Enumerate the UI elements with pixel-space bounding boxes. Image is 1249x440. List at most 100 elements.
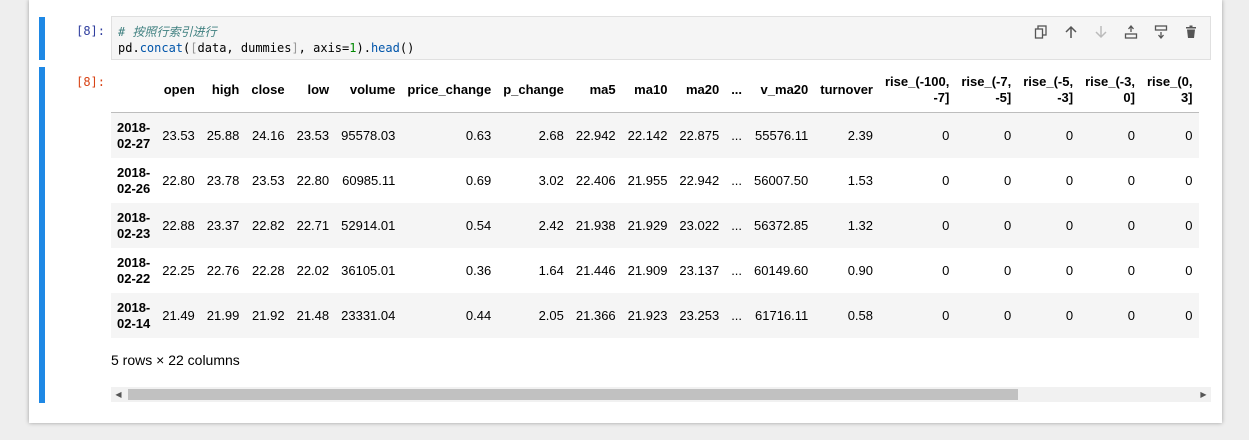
table-cell: 0 xyxy=(1003,218,1012,233)
table-cell: 0 xyxy=(1003,308,1012,323)
table-cell: 22.942 xyxy=(575,128,616,143)
table-cell: 55576.11 xyxy=(755,128,809,143)
table-cell: 21.48 xyxy=(296,308,330,323)
column-header: p_change xyxy=(497,67,570,113)
table-cell: 56007.50 xyxy=(754,173,809,188)
row-index: 2018- 02-23 xyxy=(117,209,151,241)
table-cell: 0 xyxy=(1185,263,1193,278)
table-cell: 56372.85 xyxy=(754,218,809,233)
output-prompt: [8]: xyxy=(76,75,105,89)
column-header: close xyxy=(245,67,291,113)
table-cell: 21.92 xyxy=(252,308,285,323)
table-cell: 22.142 xyxy=(627,128,668,143)
arrow-up-icon[interactable] xyxy=(1056,22,1086,42)
table-cell: 0 xyxy=(1127,218,1135,233)
dataframe-table: open high close low volume price_change p_chan… xyxy=(111,67,1199,338)
table-row: 2018- 02-22 22.25 22.76 22.28 22.02 36105.01 0… xyxy=(111,248,1199,293)
input-prompt: [8]: xyxy=(76,24,105,38)
table-cell: 21.923 xyxy=(627,308,668,323)
code-line: pd.concat([data, dummies], axis=1).head(… xyxy=(118,41,415,55)
table-cell: 23.53 xyxy=(296,128,330,143)
table-cell: 23.53 xyxy=(252,173,285,188)
table-cell: 22.406 xyxy=(575,173,616,188)
column-header: price_change xyxy=(401,67,498,113)
column-header: high xyxy=(200,67,246,113)
table-cell: ... xyxy=(731,263,743,278)
table-cell: 0 xyxy=(1065,263,1074,278)
table-cell: 21.955 xyxy=(627,173,668,188)
cell-selection-bar[interactable] xyxy=(39,17,45,60)
copy-icon[interactable] xyxy=(1026,22,1056,42)
dataframe-output: open high close low volume price_change p_chan… xyxy=(111,67,1211,357)
table-cell: 0 xyxy=(1065,218,1074,233)
row-index: 2018- 02-22 xyxy=(117,254,151,286)
column-header: ma10 xyxy=(621,67,674,113)
table-cell: 61716.11 xyxy=(755,308,809,323)
table-cell: 36105.01 xyxy=(341,263,396,278)
scroll-right-icon[interactable]: ▶ xyxy=(1200,390,1207,399)
insert-below-icon[interactable] xyxy=(1146,22,1176,42)
column-header: ... xyxy=(725,67,749,113)
table-cell: 21.909 xyxy=(627,263,668,278)
table-cell: ... xyxy=(731,128,743,143)
column-header: low xyxy=(290,67,336,113)
table-cell: 21.366 xyxy=(575,308,616,323)
output-selection-bar[interactable] xyxy=(39,67,45,403)
table-cell: 22.875 xyxy=(679,128,720,143)
table-cell: 23.022 xyxy=(679,218,720,233)
column-header: rise_(-7, -5] xyxy=(955,67,1018,113)
table-cell: 0 xyxy=(942,308,950,323)
table-cell: 0.36 xyxy=(465,263,492,278)
scrollbar-thumb[interactable] xyxy=(128,389,1018,400)
table-row: 2018- 02-14 21.49 21.99 21.92 21.48 23331.04 0… xyxy=(111,293,1199,338)
table-cell: 0 xyxy=(1127,308,1135,323)
table-summary: 5 rows × 22 columns xyxy=(111,352,240,368)
index-header xyxy=(111,67,157,113)
column-header: rise_(-100, -7] xyxy=(879,67,956,113)
table-cell: 0.69 xyxy=(465,173,492,188)
table-cell: ... xyxy=(731,308,743,323)
insert-above-icon[interactable] xyxy=(1116,22,1146,42)
table-cell: 23.37 xyxy=(206,218,240,233)
delete-icon[interactable] xyxy=(1176,22,1206,42)
horizontal-scrollbar[interactable]: ◀ ▶ xyxy=(111,387,1211,402)
row-index: 2018- 02-26 xyxy=(117,164,151,196)
table-cell: 0.44 xyxy=(465,308,492,323)
arrow-down-icon[interactable] xyxy=(1086,22,1116,42)
table-cell: 22.88 xyxy=(162,218,195,233)
table-cell: ... xyxy=(731,173,743,188)
table-cell: 0 xyxy=(1185,218,1193,233)
table-row: 2018- 02-27 23.53 25.88 24.16 23.53 95578.03 0… xyxy=(111,112,1199,158)
table-cell: 25.88 xyxy=(206,128,240,143)
table-cell: 0 xyxy=(942,218,950,233)
code-editor[interactable]: # 按照行索引进行 pd.concat([data, dummies], axi… xyxy=(111,16,1211,60)
table-cell: 23.137 xyxy=(679,263,720,278)
table-cell: 1.32 xyxy=(847,218,873,233)
table-cell: 23.78 xyxy=(206,173,240,188)
column-header: open xyxy=(156,67,201,113)
table-cell: 0 xyxy=(1003,173,1012,188)
table-cell: 60149.60 xyxy=(754,263,809,278)
table-cell: 2.42 xyxy=(538,218,564,233)
table-cell: 22.28 xyxy=(252,263,285,278)
table-cell: 22.80 xyxy=(162,173,195,188)
column-header: rise_(-5, -3] xyxy=(1017,67,1080,113)
table-cell: 0 xyxy=(1065,173,1074,188)
table-cell: 0 xyxy=(1185,308,1193,323)
table-cell: ... xyxy=(731,218,743,233)
table-cell: 1.64 xyxy=(538,263,564,278)
table-cell: 21.446 xyxy=(575,263,616,278)
table-row: 2018- 02-23 22.88 23.37 22.82 22.71 52914.01 0… xyxy=(111,203,1199,248)
table-cell: 0 xyxy=(942,173,950,188)
column-header: v_ma20 xyxy=(748,67,815,113)
table-row: 2018- 02-26 22.80 23.78 23.53 22.80 60985.11 0… xyxy=(111,158,1199,203)
column-header: turnover xyxy=(814,67,879,113)
table-cell: 21.938 xyxy=(575,218,616,233)
table-cell: 0 xyxy=(1127,263,1135,278)
scroll-left-icon[interactable]: ◀ xyxy=(115,390,122,399)
column-header: volume xyxy=(335,67,402,113)
table-cell: 3.02 xyxy=(538,173,564,188)
table-cell: 22.76 xyxy=(206,263,240,278)
table-cell: 0 xyxy=(1127,173,1135,188)
table-cell: 0.58 xyxy=(847,308,873,323)
